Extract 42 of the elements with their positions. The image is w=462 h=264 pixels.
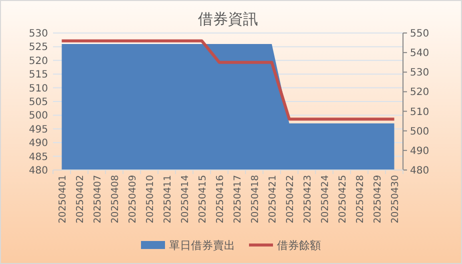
x-tick-label: 20250416 [214, 175, 226, 224]
x-tick-label: 20250430 [390, 175, 401, 224]
y-tick-label: 490 [28, 138, 48, 150]
y2-tick-label: 480 [410, 166, 430, 176]
x-tick-label: 20250422 [284, 175, 296, 224]
y-tick-label: 485 [28, 152, 48, 163]
y2-tick-label: 520 [410, 87, 430, 98]
legend-label: 單日借券賣出 [169, 239, 235, 252]
x-tick-label: 20250402 [74, 175, 86, 224]
x-tick-label: 20250408 [110, 175, 121, 224]
x-tick-label: 20250428 [354, 175, 366, 224]
y-tick-label: 525 [28, 42, 48, 54]
y-tick-label: 520 [28, 56, 48, 67]
y-tick-label: 515 [28, 70, 48, 81]
y-tick-label: 505 [28, 97, 48, 108]
y2-tick-label: 510 [410, 106, 430, 118]
y2-tick-label: 530 [410, 68, 430, 79]
y-tick-label: 530 [28, 28, 48, 40]
x-tick-label: 20250423 [302, 175, 314, 224]
x-tick-label: 20250418 [250, 175, 261, 224]
y2-tick-label: 550 [410, 28, 430, 40]
x-tick-label: 20250425 [337, 175, 348, 224]
x-tick-label: 20250417 [232, 175, 244, 224]
y-tick-label: 500 [28, 110, 48, 122]
chart-title: 借券資訊 [198, 10, 258, 28]
x-tick-label: 20250409 [127, 175, 138, 224]
y2-tick-label: 490 [410, 146, 430, 157]
x-tick-label: 20250410 [144, 175, 156, 224]
x-tick-label: 20250429 [372, 175, 384, 224]
x-tick-label: 20250414 [180, 175, 191, 224]
y-tick-label: 495 [28, 124, 48, 136]
legend-label: 借券餘額 [277, 239, 321, 252]
x-tick-label: 20250424 [320, 175, 331, 224]
y2-tick-label: 540 [410, 48, 430, 60]
y-tick-label: 510 [28, 83, 48, 94]
x-tick-label: 20250411 [162, 175, 174, 224]
x-tick-label: 20250407 [92, 175, 104, 224]
x-tick-label: 20250415 [197, 175, 208, 224]
x-tick-label: 20250421 [267, 175, 278, 224]
y-tick-label: 480 [28, 166, 48, 176]
y2-tick-label: 500 [410, 126, 430, 138]
x-tick-label: 20250401 [57, 175, 68, 224]
